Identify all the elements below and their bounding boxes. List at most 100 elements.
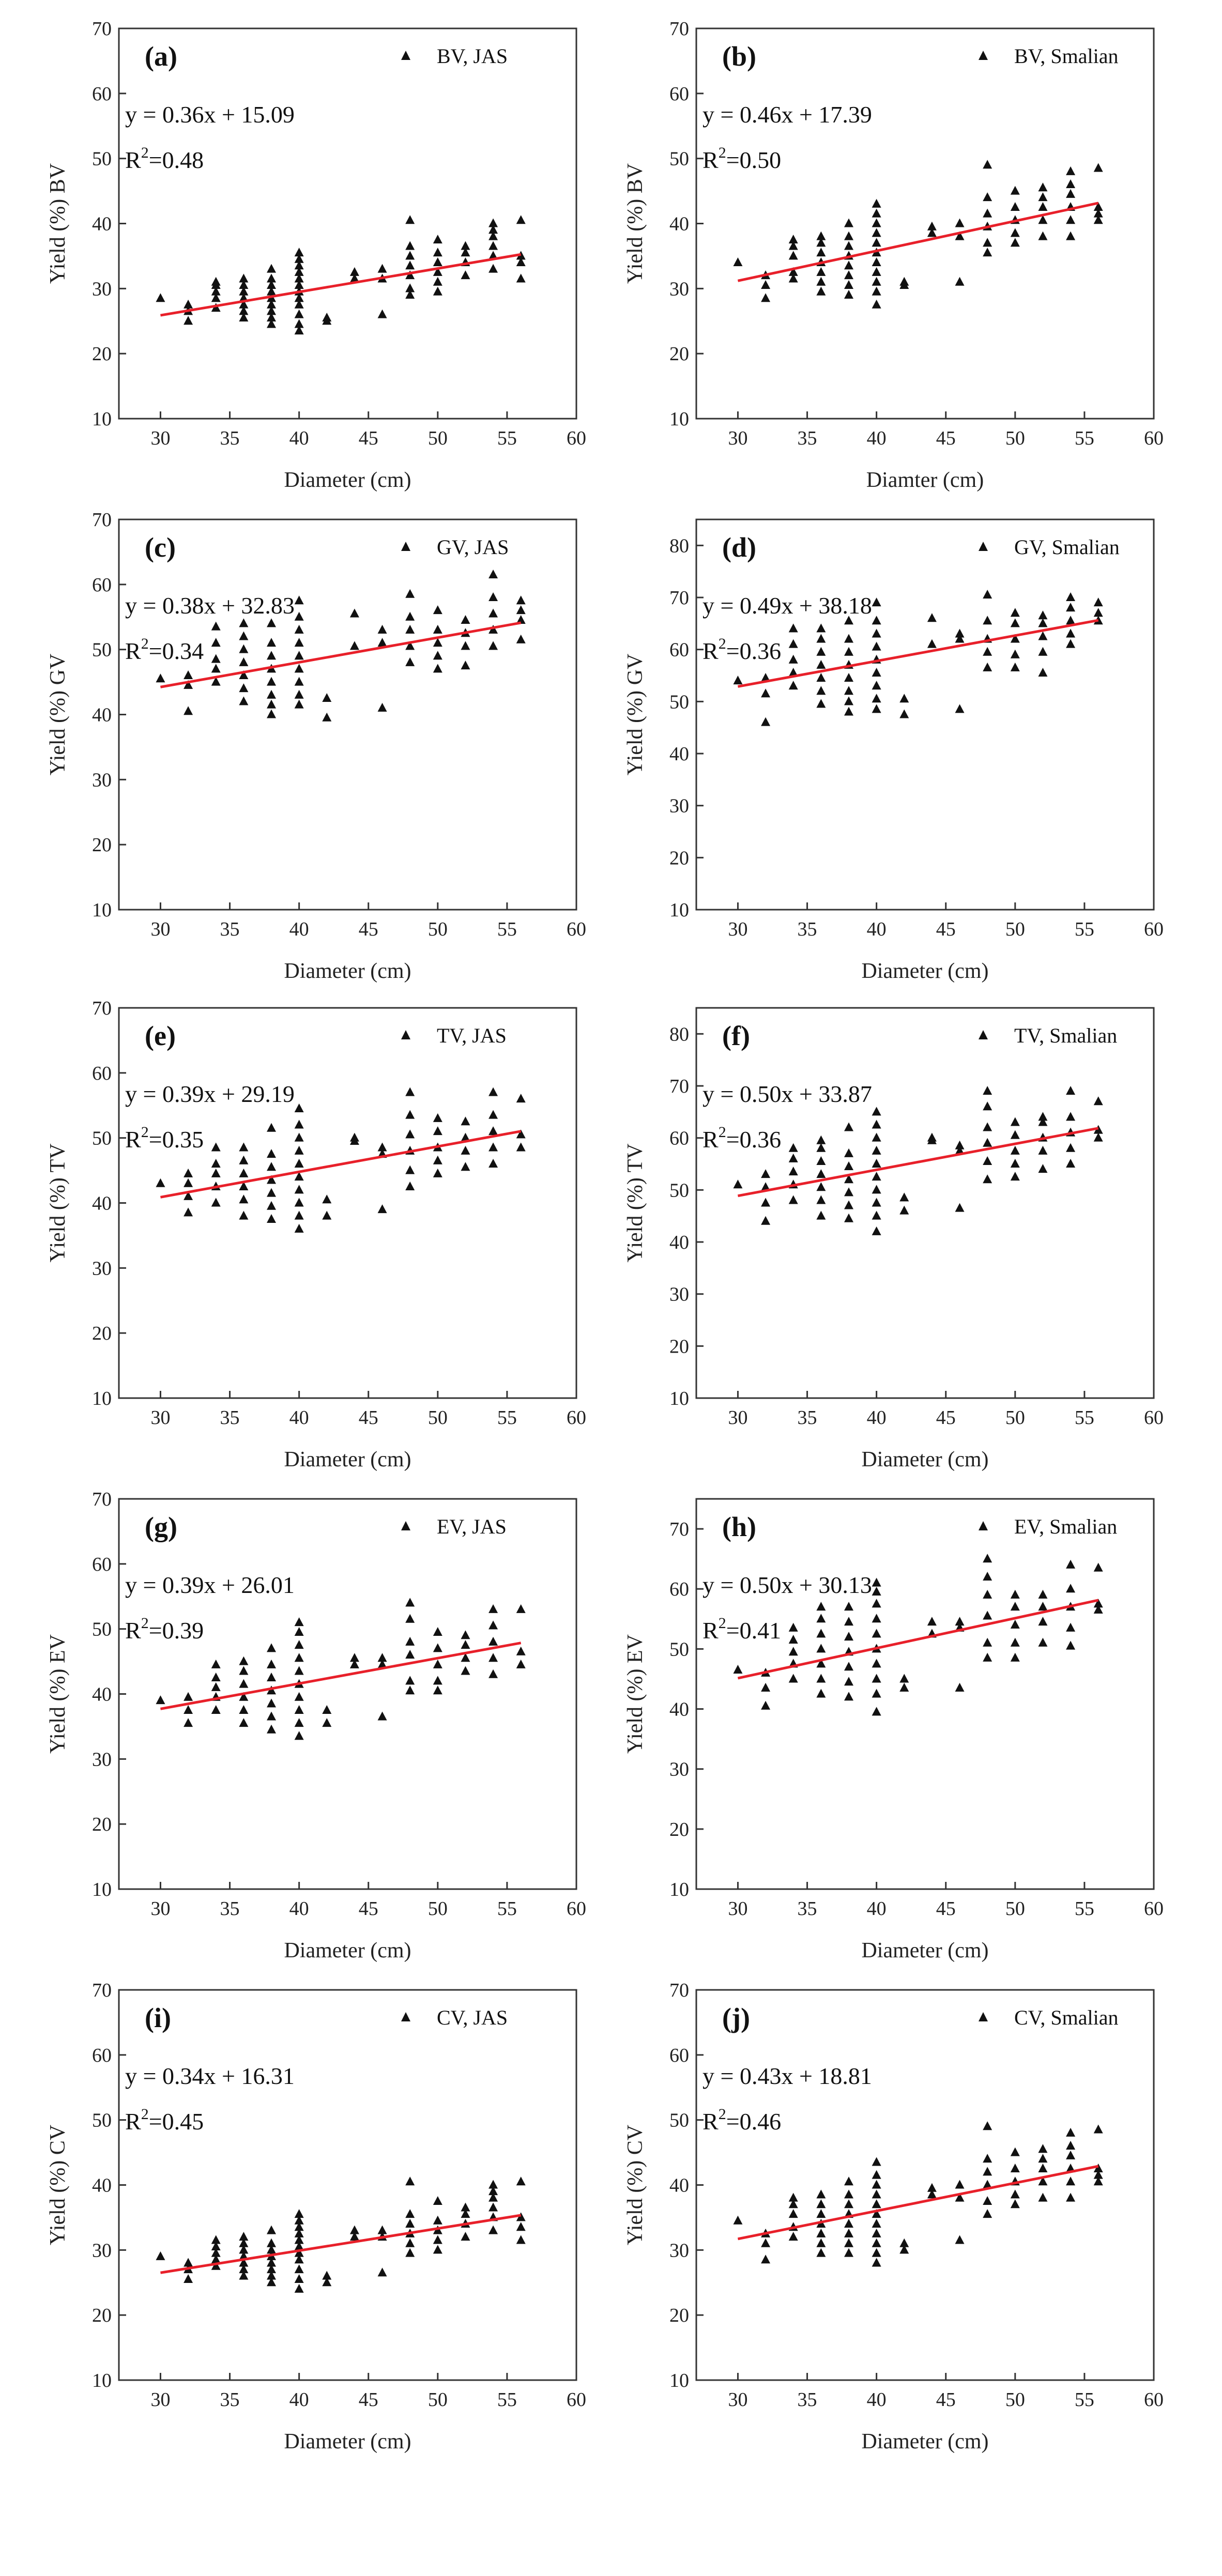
regression-equation: y = 0.36x + 15.09 — [125, 101, 295, 128]
data-point — [1093, 215, 1103, 224]
data-point — [1038, 182, 1048, 192]
r-squared: R2=0.41 — [702, 1615, 781, 1644]
data-point — [294, 2209, 304, 2218]
data-point — [899, 1682, 909, 1692]
x-tick-label: 60 — [1144, 427, 1164, 449]
data-point — [488, 1604, 498, 1613]
data-point — [816, 634, 826, 643]
data-point — [267, 677, 276, 686]
data-point — [872, 2189, 881, 2199]
data-point — [1093, 208, 1103, 218]
data-point — [1093, 597, 1103, 607]
data-point — [1038, 618, 1048, 627]
data-point — [267, 2264, 276, 2274]
data-point — [1010, 2189, 1020, 2199]
y-tick-label: 60 — [92, 574, 112, 596]
data-point — [433, 638, 442, 647]
r-squared: R2=0.50 — [702, 144, 781, 173]
regression-line — [160, 2214, 522, 2274]
data-point — [294, 1210, 304, 1220]
data-point — [488, 2192, 498, 2202]
data-point — [816, 1674, 826, 1683]
data-point — [461, 270, 470, 280]
y-tick-label: 70 — [92, 509, 112, 531]
r-squared: R2=0.48 — [125, 144, 204, 173]
data-point — [872, 267, 881, 276]
data-point — [405, 1087, 415, 1096]
data-point — [211, 277, 221, 286]
data-point — [377, 1142, 387, 1152]
regression-equation: y = 0.49x + 38.18 — [702, 592, 872, 619]
data-point — [1093, 608, 1103, 617]
data-point — [788, 273, 798, 283]
data-point — [1038, 2164, 1048, 2173]
data-point — [899, 1192, 909, 1202]
x-tick-label: 55 — [497, 1407, 517, 1429]
x-tick-label: 50 — [428, 427, 448, 449]
legend-entry: GV, Smalian — [1014, 535, 1120, 559]
data-point — [322, 1718, 332, 1727]
x-tick-label: 45 — [359, 427, 378, 449]
x-tick-label: 45 — [359, 1407, 378, 1429]
data-point — [983, 2209, 992, 2218]
data-point — [433, 1685, 442, 1695]
data-point — [405, 260, 415, 270]
data-point — [872, 1185, 881, 1194]
data-point — [983, 208, 992, 218]
data-point — [267, 1162, 276, 1171]
data-point — [1038, 1117, 1048, 1126]
data-point — [844, 2219, 853, 2228]
data-point — [899, 709, 909, 718]
data-point — [761, 280, 771, 289]
data-point — [294, 2248, 304, 2257]
data-point — [461, 248, 470, 257]
data-point — [1010, 186, 1020, 195]
y-tick-label: 30 — [669, 1759, 689, 1781]
data-point — [294, 319, 304, 328]
x-tick-label: 45 — [359, 1898, 378, 1920]
data-point — [1010, 2164, 1020, 2173]
data-point — [983, 1138, 992, 1147]
data-point — [377, 1204, 387, 1214]
legend-entry: TV, Smalian — [1014, 1024, 1117, 1047]
data-point — [844, 270, 853, 280]
data-point — [267, 638, 276, 647]
data-point — [239, 2245, 249, 2254]
data-point — [761, 1216, 771, 1225]
legend-entry: CV, JAS — [437, 2006, 508, 2029]
x-tick-label: 40 — [867, 1407, 887, 1429]
data-point — [405, 251, 415, 260]
data-point — [1038, 2154, 1048, 2163]
data-point — [239, 312, 249, 321]
data-point — [433, 286, 442, 296]
y-axis-label: Yield (%) EV — [623, 1634, 647, 1754]
data-point — [488, 225, 498, 234]
data-point — [1093, 2176, 1103, 2186]
data-point — [461, 1145, 470, 1155]
x-tick-label: 55 — [497, 2389, 517, 2411]
data-point — [844, 1692, 853, 1701]
data-point — [461, 1116, 470, 1126]
data-point — [1066, 2150, 1076, 2159]
data-point — [433, 2235, 442, 2244]
x-tick-label: 55 — [1075, 1898, 1094, 1920]
data-point — [239, 280, 249, 289]
data-point — [184, 1168, 193, 1177]
data-point — [872, 299, 881, 309]
data-point — [872, 641, 881, 651]
regression-equation: y = 0.34x + 16.31 — [125, 2063, 295, 2089]
data-point — [294, 651, 304, 660]
data-point — [294, 638, 304, 647]
y-tick-label: 50 — [669, 691, 689, 713]
data-point — [433, 1659, 442, 1668]
data-point — [1010, 228, 1020, 237]
data-point — [844, 241, 853, 250]
data-point — [488, 608, 498, 618]
data-point — [267, 1149, 276, 1158]
data-point — [294, 273, 304, 283]
y-tick-label: 60 — [669, 639, 689, 661]
data-point — [1010, 649, 1020, 658]
data-point — [1066, 592, 1076, 601]
data-point — [433, 234, 442, 243]
x-axis-label: Diameter (cm) — [284, 2430, 411, 2454]
